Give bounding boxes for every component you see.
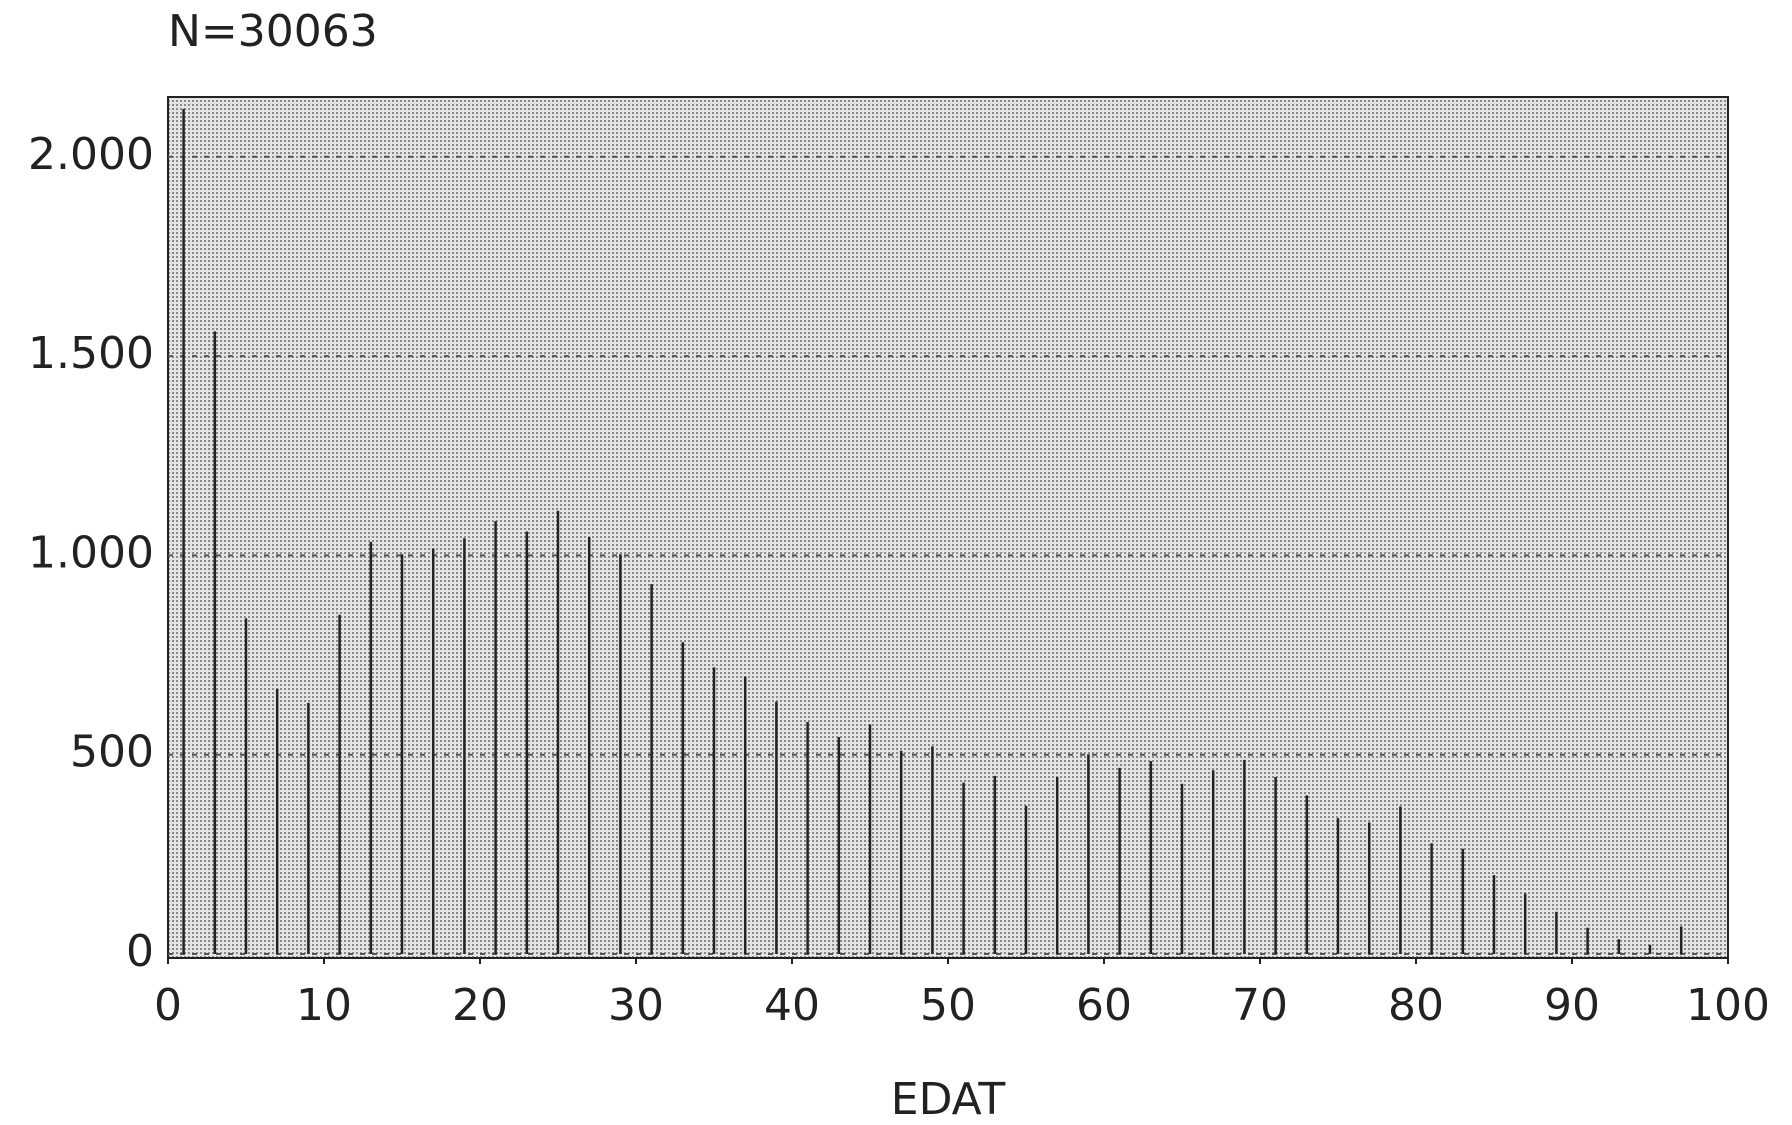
x-tick-label: 40 bbox=[764, 980, 820, 1031]
y-tick-label: 2.000 bbox=[28, 129, 154, 180]
x-tick-label: 80 bbox=[1388, 980, 1444, 1031]
y-tick-label: 500 bbox=[70, 727, 154, 778]
x-tick-label: 60 bbox=[1076, 980, 1132, 1031]
x-tick-label: 30 bbox=[608, 980, 664, 1031]
chart-title: N=30063 bbox=[168, 6, 378, 57]
y-tick-label: 0 bbox=[126, 926, 154, 977]
x-tick-label: 90 bbox=[1544, 980, 1600, 1031]
x-tick-label: 10 bbox=[296, 980, 352, 1031]
plot-area bbox=[167, 96, 1729, 959]
x-tick-label: 20 bbox=[452, 980, 508, 1031]
y-tick-label: 1.500 bbox=[28, 328, 154, 379]
x-tick-label: 100 bbox=[1686, 980, 1770, 1031]
x-tick-label: 50 bbox=[920, 980, 976, 1031]
x-tick-label: 0 bbox=[154, 980, 182, 1031]
x-axis-label: EDAT bbox=[891, 1074, 1006, 1125]
x-tick-label: 70 bbox=[1232, 980, 1288, 1031]
y-tick-label: 1.000 bbox=[28, 527, 154, 578]
